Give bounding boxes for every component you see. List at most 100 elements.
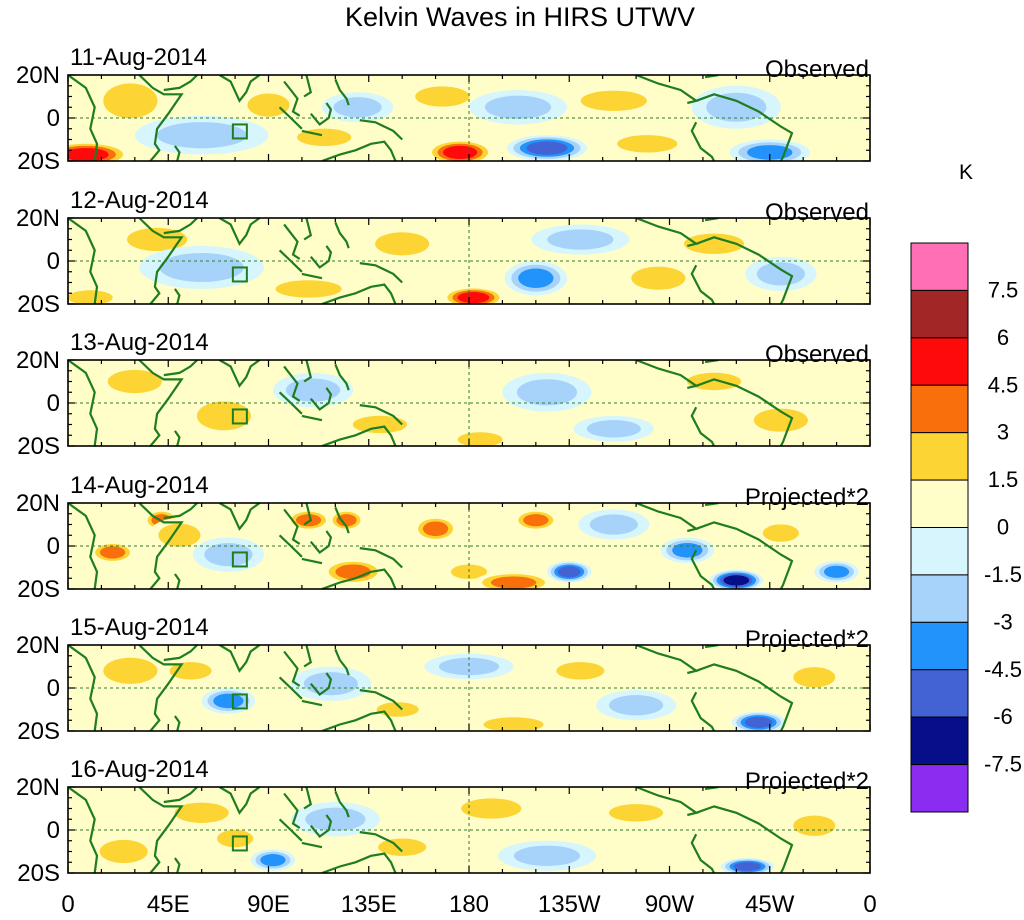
anomaly-blob: [518, 268, 554, 288]
colorbar-label: 3: [997, 420, 1009, 445]
coastlines: [68, 645, 794, 731]
coastline: [218, 360, 261, 388]
panel-type-label: Observed: [765, 56, 869, 83]
anomaly-blob: [609, 695, 664, 716]
panel-date: 12-Aug-2014: [70, 187, 209, 214]
coastline: [138, 645, 184, 731]
colorbar-label: 6: [997, 325, 1009, 350]
panel-1: 20N 0 20S 11-Aug-2014 Observed: [16, 44, 871, 175]
coastline: [173, 288, 181, 304]
coastline: [218, 645, 261, 673]
anomaly-blob: [747, 145, 793, 160]
anomaly-blob: [213, 693, 244, 709]
colorbar: 7.5 6 4.5 3 1.5 0 -1.5 -3 -4.5 -6 -7.5: [910, 242, 1022, 813]
y-tick-label: 20S: [17, 860, 60, 887]
y-tick-label: 20N: [16, 774, 60, 801]
y-tick-label: 20S: [17, 148, 60, 175]
coastline: [283, 365, 301, 402]
x-tick-label: 135E: [341, 891, 397, 918]
anomaly-field: [90, 509, 859, 589]
anomaly-blob: [422, 521, 449, 537]
coastline: [163, 787, 198, 804]
anomaly-blob: [483, 717, 544, 731]
colorbar-swatch: [910, 479, 969, 529]
anomaly-blob: [733, 862, 762, 871]
coastline: [138, 787, 184, 873]
anomaly-blob: [305, 807, 366, 831]
coastline: [695, 236, 794, 304]
coastline: [163, 218, 198, 235]
anomaly-blob: [557, 566, 581, 578]
coastline: [173, 145, 181, 161]
coastline: [138, 503, 184, 589]
anomaly-blob: [438, 657, 500, 676]
panel-date: 14-Aug-2014: [70, 472, 209, 499]
y-tick-label: 0: [47, 675, 60, 702]
anomaly-blob: [756, 262, 805, 286]
coastline: [303, 360, 313, 383]
anomaly-blob: [823, 565, 850, 578]
colorbar-label: 1.5: [988, 467, 1019, 492]
y-tick-label: 0: [47, 390, 60, 417]
anomaly-blob: [99, 546, 126, 559]
coastline: [695, 521, 794, 589]
anomaly-blob: [352, 415, 407, 434]
region-box-marker: [231, 551, 248, 568]
coastline: [283, 80, 301, 117]
coastline: [695, 93, 794, 161]
anomaly-blob: [516, 379, 578, 406]
anomaly-blob: [442, 145, 478, 160]
anomaly-blob: [260, 854, 286, 867]
anomaly-blob: [375, 232, 430, 256]
coastline: [334, 790, 350, 818]
panel-type-label: Projected*2: [745, 484, 869, 511]
coastline: [218, 787, 261, 815]
anomaly-blob: [589, 514, 638, 535]
coastline: [334, 648, 350, 676]
anomaly-blob: [156, 122, 247, 149]
coastline: [283, 508, 301, 545]
anomaly-blob: [204, 542, 253, 567]
colorbar-swatch: [910, 716, 969, 766]
anomaly-blob: [793, 815, 836, 836]
coastline: [283, 792, 301, 829]
coastline: [635, 787, 699, 817]
anomaly-blob: [247, 93, 290, 117]
anomaly-blob: [556, 662, 605, 680]
x-tick-label: 180: [449, 891, 489, 918]
anomaly-blob: [336, 514, 357, 527]
anomaly-blob: [68, 147, 109, 161]
coastline: [163, 645, 198, 662]
colorbar-swatch: [910, 432, 969, 481]
anomaly-blob: [484, 95, 552, 119]
coastline: [138, 75, 184, 161]
coastline: [163, 360, 198, 377]
panel-date: 15-Aug-2014: [70, 614, 209, 641]
anomaly-blob: [461, 798, 522, 819]
anomaly-blob: [285, 378, 341, 402]
y-tick-label: 20S: [17, 291, 60, 318]
anomaly-field: [90, 651, 846, 731]
anomaly-blob: [103, 657, 158, 684]
coastline: [635, 218, 699, 247]
anomaly-blob: [295, 514, 322, 527]
anomaly-blob: [683, 233, 745, 254]
colorbar-swatch: [910, 337, 969, 386]
anomaly-blob: [378, 838, 427, 856]
colorbar-swatch: [910, 574, 969, 623]
anomaly-blob: [127, 227, 188, 252]
panel-4: 20N 0 20S 14-Aug-2014 Projected*2: [16, 472, 871, 603]
coastline: [301, 129, 323, 137]
coastline: [321, 568, 397, 589]
colorbar-label: -3: [993, 609, 1013, 634]
panel-2: 20N 0 20S 12-Aug-2014 Observed: [16, 187, 871, 318]
anomaly-field: [68, 75, 810, 161]
panel-type-label: Observed: [765, 199, 869, 226]
anomaly-blob: [580, 90, 647, 111]
coastline: [334, 78, 350, 106]
anomaly-blob: [415, 86, 470, 107]
y-tick-label: 0: [47, 817, 60, 844]
coastline: [635, 75, 699, 105]
chart-title: Kelvin Waves in HIRS UTWV: [345, 2, 695, 32]
y-tick-label: 20S: [17, 433, 60, 460]
